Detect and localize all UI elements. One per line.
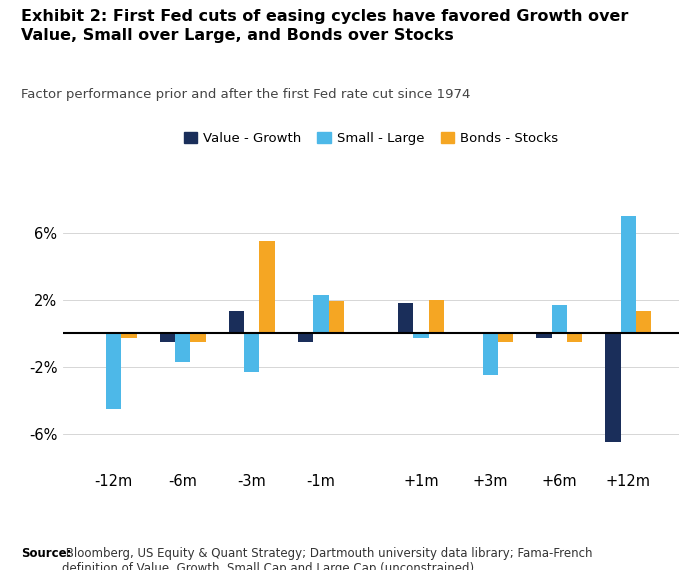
Bar xyxy=(91,333,106,334)
Bar xyxy=(229,311,244,333)
Text: Exhibit 2: First Fed cuts of easing cycles have favored Growth over
Value, Small: Exhibit 2: First Fed cuts of easing cycl… xyxy=(21,9,629,43)
Bar xyxy=(260,241,274,333)
Legend: Value - Growth, Small - Large, Bonds - Stocks: Value - Growth, Small - Large, Bonds - S… xyxy=(178,127,564,150)
Bar xyxy=(482,333,498,375)
Bar xyxy=(606,333,621,442)
Bar xyxy=(567,333,582,341)
Bar xyxy=(244,333,260,372)
Bar xyxy=(121,333,136,339)
Bar xyxy=(428,300,444,333)
Bar xyxy=(536,333,552,339)
Bar xyxy=(175,333,190,362)
Bar xyxy=(498,333,513,341)
Bar xyxy=(636,311,651,333)
Bar xyxy=(621,216,636,333)
Bar xyxy=(414,333,428,339)
Bar xyxy=(298,333,314,341)
Bar xyxy=(190,333,206,341)
Bar xyxy=(552,305,567,333)
Text: Bloomberg, US Equity & Quant Strategy; Dartmouth university data library; Fama-F: Bloomberg, US Equity & Quant Strategy; D… xyxy=(62,547,592,570)
Bar xyxy=(328,302,344,333)
Bar xyxy=(468,332,482,333)
Text: Factor performance prior and after the first Fed rate cut since 1974: Factor performance prior and after the f… xyxy=(21,88,470,101)
Bar xyxy=(314,295,328,333)
Bar xyxy=(106,333,121,409)
Bar xyxy=(160,333,175,341)
Bar xyxy=(398,303,414,333)
Text: Source:: Source: xyxy=(21,547,71,560)
